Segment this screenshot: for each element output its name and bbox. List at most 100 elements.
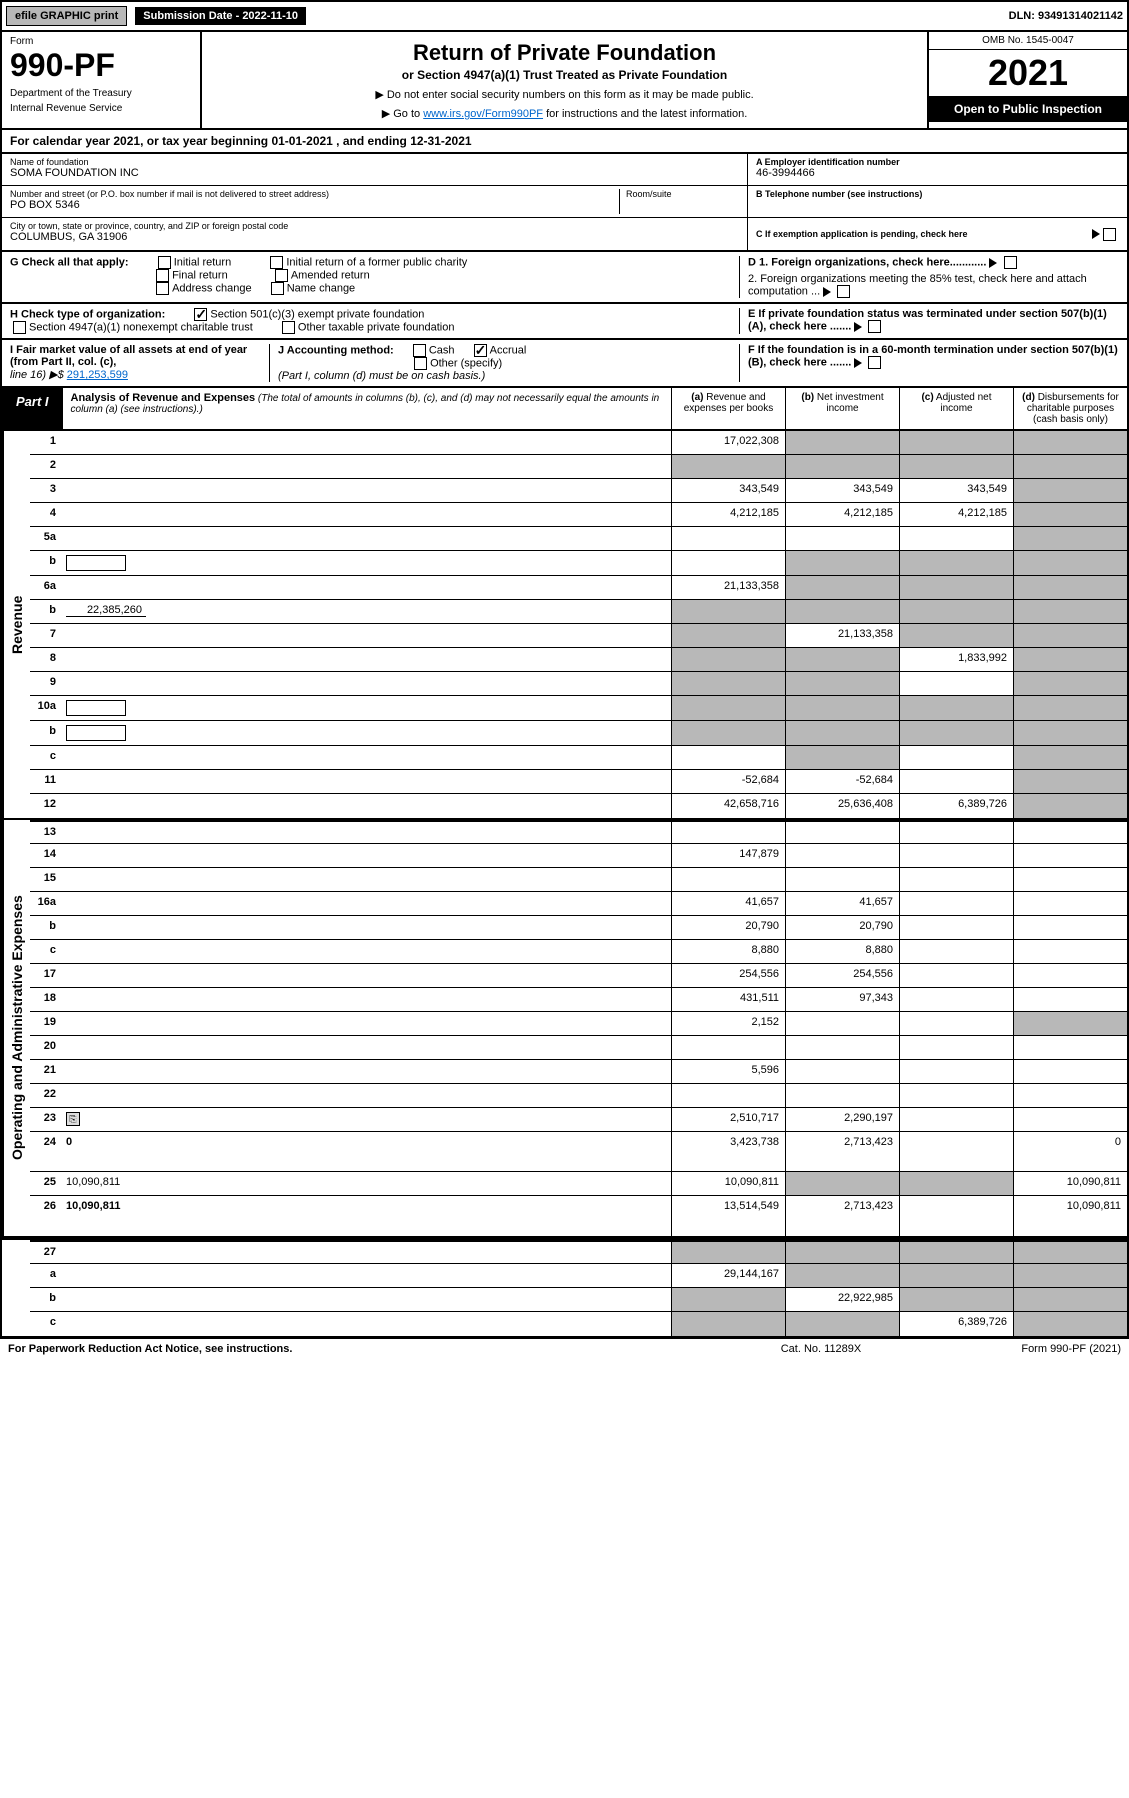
cell-c	[899, 1264, 1013, 1287]
cell-d	[1013, 1312, 1127, 1336]
table-row: 13	[30, 820, 1127, 844]
ein-cell: A Employer identification number 46-3994…	[748, 154, 1127, 186]
row-number: 14	[30, 844, 62, 867]
row-number: 27	[30, 1242, 62, 1263]
name-change-checkbox[interactable]	[271, 282, 284, 295]
row-number: 3	[30, 479, 62, 502]
row-desc	[62, 964, 671, 987]
accrual-checkbox[interactable]	[474, 344, 487, 357]
cell-d	[1013, 455, 1127, 478]
507b1b-checkbox[interactable]	[868, 356, 881, 369]
cell-a	[671, 746, 785, 769]
cell-d	[1013, 1036, 1127, 1059]
table-row: 1242,658,71625,636,4086,389,726	[30, 794, 1127, 818]
row-desc: ⎘	[62, 1108, 671, 1131]
cell-b	[785, 868, 899, 891]
final-table: 27a29,144,167b22,922,985c6,389,726	[0, 1238, 1129, 1338]
cell-a: 8,880	[671, 940, 785, 963]
cell-b: -52,684	[785, 770, 899, 793]
cell-c	[899, 1196, 1013, 1236]
cash-checkbox[interactable]	[413, 344, 426, 357]
row-desc	[62, 868, 671, 891]
cell-d	[1013, 1264, 1127, 1287]
row-number: b	[30, 551, 62, 575]
table-row: 27	[30, 1240, 1127, 1264]
507b1a-checkbox[interactable]	[868, 320, 881, 333]
amended-return-checkbox[interactable]	[275, 269, 288, 282]
section-h-e: H Check type of organization: Section 50…	[0, 304, 1129, 340]
address-change-checkbox[interactable]	[156, 282, 169, 295]
cell-a: 20,790	[671, 916, 785, 939]
row-desc	[62, 844, 671, 867]
section-g-d: G Check all that apply: Initial return I…	[0, 252, 1129, 304]
cell-d	[1013, 696, 1127, 720]
table-row: 192,152	[30, 1012, 1127, 1036]
address-cell: Number and street (or P.O. box number if…	[2, 186, 747, 218]
submission-date: Submission Date - 2022-11-10	[135, 7, 306, 25]
cell-b	[785, 455, 899, 478]
table-row: 23⎘ 2,510,7172,290,197	[30, 1108, 1127, 1132]
cell-c	[899, 892, 1013, 915]
cell-a	[671, 1084, 785, 1107]
row-desc	[62, 770, 671, 793]
cell-a	[671, 868, 785, 891]
row-number: c	[30, 940, 62, 963]
cell-b: 21,133,358	[785, 624, 899, 647]
efile-print-button[interactable]: efile GRAPHIC print	[6, 6, 127, 26]
foreign-85-checkbox[interactable]	[837, 285, 850, 298]
cell-b	[785, 527, 899, 550]
row-desc: 10,090,811	[62, 1196, 671, 1236]
cell-c	[899, 940, 1013, 963]
row-number: 6a	[30, 576, 62, 599]
4947a1-checkbox[interactable]	[13, 321, 26, 334]
open-public-badge: Open to Public Inspection	[929, 96, 1127, 122]
501c3-checkbox[interactable]	[194, 308, 207, 321]
initial-former-checkbox[interactable]	[270, 256, 283, 269]
col-a-header: (a) Revenue and expenses per books	[671, 388, 785, 429]
row-desc	[62, 1012, 671, 1035]
cell-b	[785, 551, 899, 575]
cell-c	[899, 1012, 1013, 1035]
row-number: 26	[30, 1196, 62, 1236]
row-desc	[62, 940, 671, 963]
schedule-icon[interactable]: ⎘	[66, 1112, 80, 1126]
table-row: 17254,556254,556	[30, 964, 1127, 988]
fmv-link[interactable]: 291,253,599	[67, 369, 128, 381]
cell-d: 10,090,811	[1013, 1196, 1127, 1236]
cell-d	[1013, 940, 1127, 963]
cell-d	[1013, 916, 1127, 939]
cell-b	[785, 1060, 899, 1083]
cell-b	[785, 844, 899, 867]
omb-number: OMB No. 1545-0047	[929, 32, 1127, 50]
row-number: c	[30, 746, 62, 769]
exemption-checkbox[interactable]	[1103, 228, 1116, 241]
dept-treasury: Department of the Treasury	[10, 88, 192, 99]
cell-c	[899, 455, 1013, 478]
table-row: 3343,549343,549343,549	[30, 479, 1127, 503]
part1-label: Part I	[2, 388, 63, 429]
row-desc	[62, 721, 671, 745]
cell-b: 25,636,408	[785, 794, 899, 818]
form990pf-link[interactable]: www.irs.gov/Form990PF	[423, 108, 543, 120]
cell-c	[899, 746, 1013, 769]
other-taxable-checkbox[interactable]	[282, 321, 295, 334]
foreign-org-checkbox[interactable]	[1004, 256, 1017, 269]
form-header: Form 990-PF Department of the Treasury I…	[0, 32, 1129, 130]
cell-c	[899, 822, 1013, 843]
cell-b	[785, 1264, 899, 1287]
cell-c: 343,549	[899, 479, 1013, 502]
final-return-checkbox[interactable]	[156, 269, 169, 282]
row-number: b	[30, 1288, 62, 1311]
other-method-checkbox[interactable]	[414, 357, 427, 370]
form-number: 990-PF	[10, 47, 192, 84]
row-number: 12	[30, 794, 62, 818]
j-label: J Accounting method:	[278, 344, 394, 356]
cell-c	[899, 1060, 1013, 1083]
cell-a	[671, 648, 785, 671]
initial-return-checkbox[interactable]	[158, 256, 171, 269]
cell-d	[1013, 527, 1127, 550]
cell-b: 2,713,423	[785, 1132, 899, 1171]
cell-a: 5,596	[671, 1060, 785, 1083]
cell-d	[1013, 672, 1127, 695]
cell-a: 10,090,811	[671, 1172, 785, 1195]
